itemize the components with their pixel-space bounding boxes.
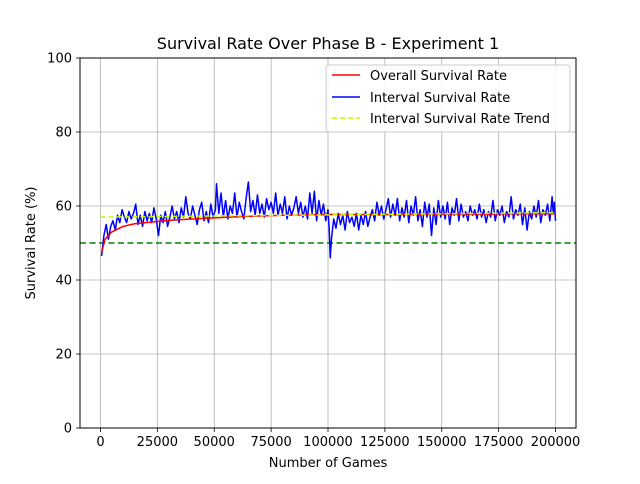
legend-box [325, 64, 571, 133]
y-tick-label: 80 [55, 126, 72, 141]
series-layer [80, 181, 576, 259]
x-tick-label: 200000 [531, 435, 581, 450]
series-line-trend [100, 211, 556, 218]
y-tick-label: 20 [55, 348, 72, 363]
x-tick-label: 0 [96, 435, 104, 450]
y-tick-label: 60 [55, 200, 72, 215]
x-tick-label: 125000 [360, 435, 410, 450]
chart-title: Survival Rate Over Phase B - Experiment … [157, 34, 499, 53]
legend-label-overall: Overall Survival Rate [370, 69, 507, 84]
legend-label-trend: Interval Survival Rate Trend [370, 112, 550, 127]
y-tick-label: 0 [64, 422, 72, 437]
legend-label-interval: Interval Survival Rate [370, 91, 510, 106]
x-tick-label: 175000 [474, 435, 524, 450]
y-tick-label: 100 [47, 52, 72, 67]
x-axis-label: Number of Games [269, 456, 388, 471]
legend: Overall Survival Rate Interval Survival … [325, 64, 571, 133]
x-tick-label: 150000 [417, 435, 467, 450]
x-tick-label: 25000 [137, 435, 178, 450]
plot-area [80, 181, 576, 259]
y-axis-label: Survival Rate (%) [24, 187, 39, 300]
x-tick-label: 100000 [303, 435, 353, 450]
x-tick-label: 50000 [194, 435, 235, 450]
axis-ticks: 0 25000 50000 75000 100000 125000 150000 175000… [47, 52, 580, 451]
y-tick-label: 40 [55, 274, 72, 289]
series-line-interval [100, 181, 557, 259]
x-tick-label: 75000 [250, 435, 291, 450]
